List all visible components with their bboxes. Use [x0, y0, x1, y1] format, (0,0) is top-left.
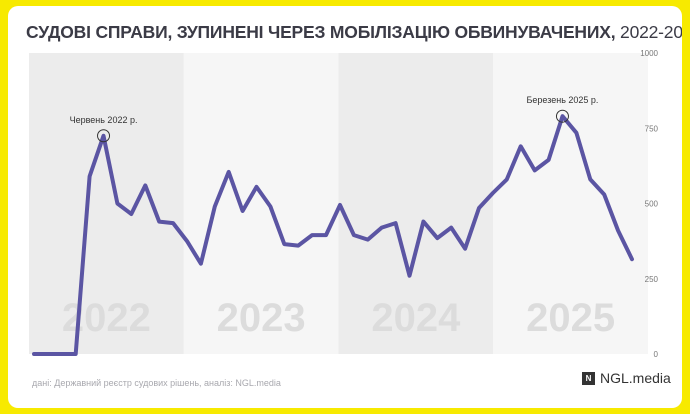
data-point: [352, 233, 356, 237]
annotation-label: Березень 2025 р.: [526, 95, 598, 105]
data-point: [338, 203, 342, 207]
year-band-2022: [29, 53, 184, 354]
data-point: [491, 191, 495, 195]
data-point: [449, 226, 453, 230]
brand-name: NGL.media: [600, 370, 671, 386]
data-point: [143, 183, 147, 187]
data-point: [74, 352, 78, 356]
chart-card: СУДОВІ СПРАВИ, ЗУПИНЕНІ ЧЕРЕЗ МОБІЛІЗАЦІ…: [8, 6, 682, 408]
year-band-2023: [183, 53, 339, 354]
title-years: 2022-2025 рр.: [620, 22, 682, 42]
data-point: [185, 239, 189, 243]
line-chart: 2022 2023 2024 2025 0 250 500 750 1000 Червень 20…: [29, 49, 659, 359]
data-point: [380, 226, 384, 230]
data-point: [296, 244, 300, 248]
data-point: [366, 238, 370, 242]
data-point: [213, 205, 217, 209]
data-point: [602, 192, 606, 196]
data-point: [268, 205, 272, 209]
data-point: [227, 170, 231, 174]
data-point: [394, 221, 398, 225]
annotation-marker: [97, 129, 111, 143]
data-point: [255, 185, 259, 189]
data-point: [630, 257, 634, 261]
data-point: [505, 177, 509, 181]
data-point: [129, 212, 133, 216]
data-point: [547, 158, 551, 162]
data-point: [435, 236, 439, 240]
data-point: [199, 262, 203, 266]
year-label: 2023: [217, 296, 306, 340]
data-point: [171, 221, 175, 225]
y-tick-label: 1000: [640, 49, 658, 58]
annotation-label: Червень 2022 р.: [70, 115, 138, 125]
data-point: [32, 352, 36, 356]
data-point: [533, 168, 537, 172]
data-point: [560, 114, 564, 118]
data-point: [46, 352, 50, 356]
data-point: [310, 233, 314, 237]
data-point: [519, 144, 523, 148]
data-point: [241, 209, 245, 213]
data-point: [407, 274, 411, 278]
y-tick-label: 500: [645, 200, 659, 209]
data-point: [60, 352, 64, 356]
ngl-logo-icon: N: [582, 371, 595, 385]
data-point: [616, 229, 620, 233]
year-band-2025: [493, 53, 648, 354]
title-bold: СУДОВІ СПРАВИ, ЗУПИНЕНІ ЧЕРЕЗ МОБІЛІЗАЦІ…: [26, 22, 616, 42]
data-point: [324, 233, 328, 237]
data-point: [421, 220, 425, 224]
year-label: 2024: [371, 296, 461, 340]
data-source-note: дані: Державний реєстр судових рішень, а…: [32, 378, 281, 388]
y-tick-label: 250: [645, 275, 659, 284]
data-point: [463, 247, 467, 251]
brand-logo[interactable]: N NGL.media: [582, 370, 671, 386]
data-point: [102, 134, 106, 138]
data-point: [477, 206, 481, 210]
chart-title: СУДОВІ СПРАВИ, ЗУПИНЕНІ ЧЕРЕЗ МОБІЛІЗАЦІ…: [26, 22, 682, 43]
data-point: [115, 202, 119, 206]
annotation-marker: [555, 109, 569, 123]
year-label: 2022: [62, 296, 151, 340]
year-label: 2025: [526, 296, 615, 340]
data-point: [588, 177, 592, 181]
data-point: [574, 131, 578, 135]
data-point: [88, 174, 92, 178]
series-line: [32, 114, 634, 356]
data-point: [157, 220, 161, 224]
year-band-2024: [338, 53, 494, 354]
y-tick-label: 0: [654, 350, 659, 359]
y-tick-label: 750: [645, 124, 659, 133]
data-point: [282, 242, 286, 246]
